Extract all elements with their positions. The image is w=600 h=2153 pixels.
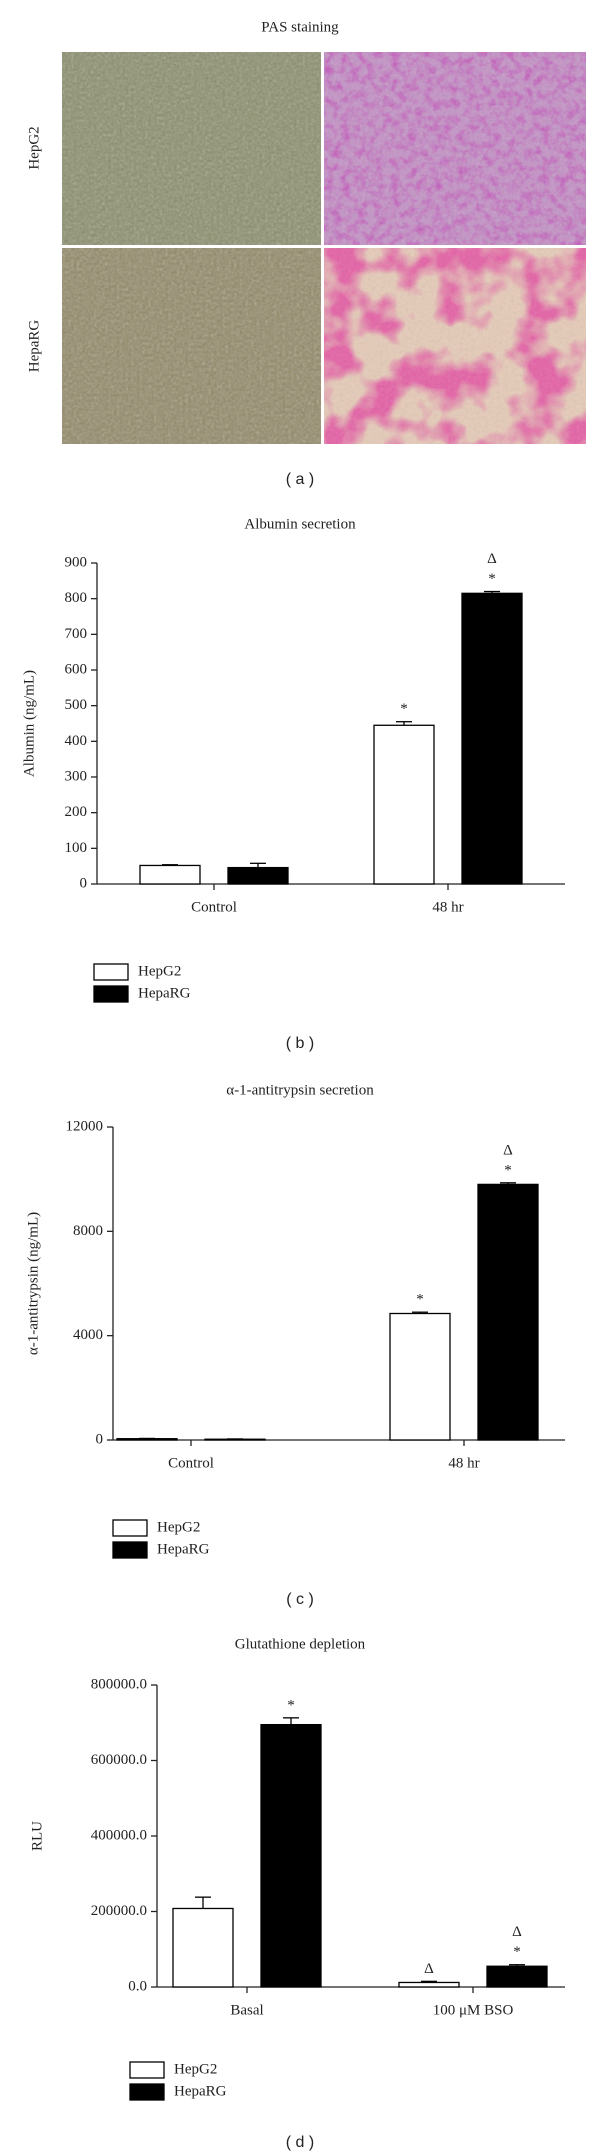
y-tick-label: 600 (65, 661, 88, 677)
bar (373, 724, 435, 885)
chart-title: Albumin secretion (244, 516, 356, 532)
x-tick-label: Basal (230, 2002, 263, 2018)
legend-label: HepaRG (138, 985, 191, 1001)
bar (139, 864, 201, 885)
x-tick-label: Control (168, 1455, 214, 1471)
significance-mark: * (488, 571, 496, 587)
legend-swatch (112, 1519, 148, 1537)
caption: ( d ) (286, 2134, 314, 2151)
significance-mark: Δ (487, 551, 497, 567)
y-tick-label: 900 (65, 554, 88, 570)
y-tick-label: 400 (65, 733, 88, 749)
bar (172, 1907, 234, 1988)
significance-mark: * (416, 1292, 424, 1308)
significance-mark: * (400, 701, 408, 717)
x-tick-label: Control (191, 899, 237, 915)
caption: ( c ) (286, 1591, 314, 1608)
micrograph (62, 52, 321, 245)
y-tick-label: 800 (65, 590, 88, 606)
bar (260, 1723, 322, 1988)
y-tick-label: 12000 (66, 1118, 104, 1134)
y-tick-label: 0 (80, 875, 88, 891)
bar (486, 1965, 548, 1988)
bar (227, 866, 289, 885)
legend-label: HepG2 (157, 1519, 200, 1535)
x-tick-label: 48 hr (448, 1455, 479, 1471)
y-tick-label: 4000 (73, 1327, 103, 1343)
caption: ( a ) (286, 471, 314, 488)
y-tick-label: 800000.0 (91, 1676, 147, 1692)
y-tick-label: 500 (65, 697, 88, 713)
y-tick-label: 0 (96, 1431, 104, 1447)
micrograph (324, 52, 586, 245)
significance-mark: Δ (503, 1142, 513, 1158)
bar (461, 592, 523, 885)
bar (389, 1312, 451, 1441)
y-tick-label: 300 (65, 768, 88, 784)
legend-swatch (112, 1541, 148, 1559)
legend-swatch (129, 2083, 165, 2101)
y-axis-label: Albumin (ng/mL) (21, 670, 37, 777)
y-tick-label: 0.0 (128, 1978, 147, 1994)
y-tick-label: 700 (65, 626, 88, 642)
significance-mark: Δ (424, 1961, 434, 1977)
micrograph (324, 248, 586, 444)
y-tick-label: 200 (65, 804, 88, 820)
significance-mark: Δ (512, 1924, 522, 1940)
legend-label: HepaRG (157, 1541, 210, 1557)
row-label: HepG2 (26, 126, 42, 169)
y-tick-label: 200000.0 (91, 1903, 147, 1919)
y-axis-label: α-1-antitrypsin (ng/mL) (25, 1212, 41, 1355)
legend-swatch (93, 963, 129, 981)
legend-swatch (129, 2061, 165, 2079)
bar (477, 1183, 539, 1441)
y-tick-label: 8000 (73, 1223, 103, 1239)
significance-mark: * (513, 1944, 521, 1960)
significance-mark: * (504, 1162, 512, 1178)
legend-label: HepG2 (138, 963, 181, 979)
legend-label: HepaRG (174, 2083, 227, 2099)
legend-swatch (93, 985, 129, 1003)
x-tick-label: 48 hr (432, 899, 463, 915)
y-tick-label: 600000.0 (91, 1752, 147, 1768)
chart-title: α-1-antitrypsin secretion (226, 1082, 374, 1098)
y-tick-label: 400000.0 (91, 1827, 147, 1843)
bar (398, 1981, 460, 1988)
caption: ( b ) (286, 1035, 314, 1052)
x-tick-label: 100 μM BSO (433, 2002, 514, 2018)
y-tick-label: 100 (65, 840, 88, 856)
y-axis-label: RLU (29, 1821, 45, 1851)
chart-title: Glutathione depletion (235, 1636, 366, 1652)
legend-label: HepG2 (174, 2061, 217, 2077)
significance-mark: * (287, 1697, 295, 1713)
micrograph (62, 248, 321, 444)
row-label: HepaRG (26, 320, 42, 373)
panel-title: PAS staining (261, 19, 339, 35)
